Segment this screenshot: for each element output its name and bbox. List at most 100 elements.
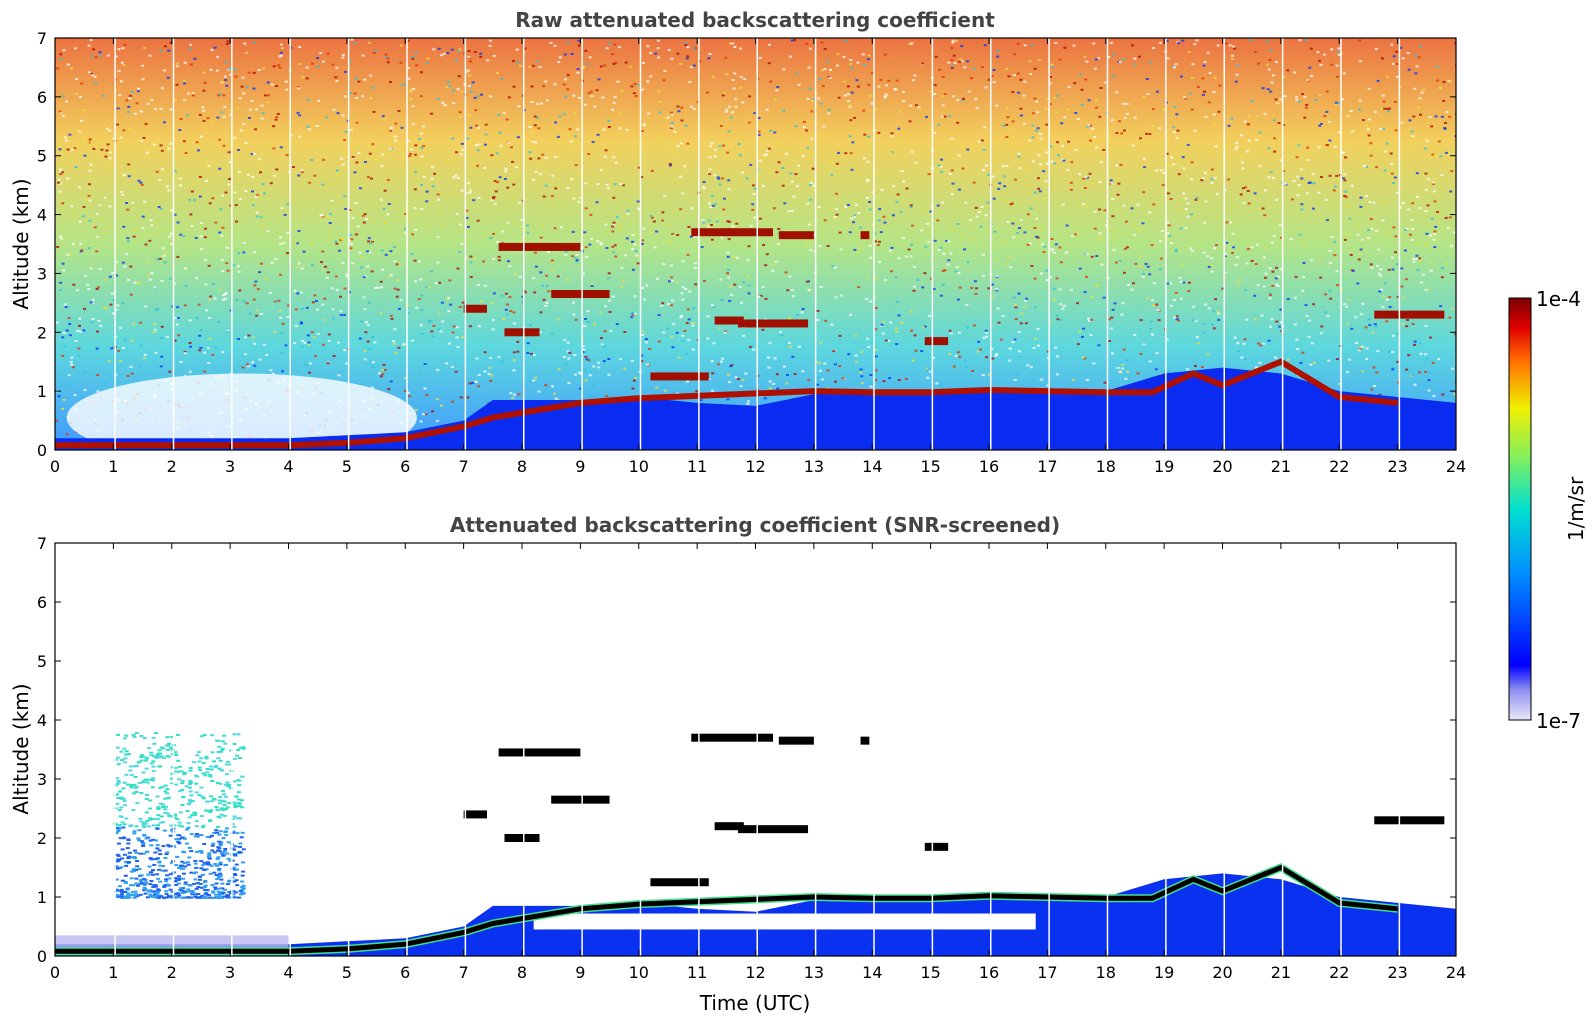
raw-noise-speck	[1345, 305, 1349, 308]
raw-noise-speck	[1023, 305, 1027, 308]
raw-noise-speck	[1341, 151, 1345, 154]
raw-noise-speck	[514, 272, 518, 275]
raw-noise-speck	[692, 235, 696, 238]
raw-noise-speck	[326, 362, 330, 365]
screened-plume-speck	[238, 817, 243, 820]
raw-noise-speck	[868, 208, 872, 211]
raw-noise-speck	[483, 351, 487, 354]
raw-noise-speck	[496, 181, 500, 184]
raw-noise-speck	[1142, 95, 1146, 98]
screened-plume-speck	[115, 860, 120, 863]
raw-noise-speck	[895, 79, 899, 82]
raw-noise-speck	[718, 327, 722, 330]
raw-noise-speck	[88, 138, 92, 141]
raw-noise-speck	[686, 55, 690, 58]
raw-noise-speck	[1173, 66, 1176, 69]
raw-noise-speck	[741, 379, 745, 382]
raw-noise-speck	[1416, 269, 1420, 271]
raw-noise-speck	[1424, 172, 1428, 175]
raw-noise-speck	[291, 166, 295, 168]
raw-noise-speck	[393, 260, 397, 263]
raw-noise-speck	[1446, 226, 1450, 229]
raw-noise-speck	[351, 216, 355, 219]
raw-noise-speck	[847, 204, 850, 206]
raw-noise-speck	[82, 329, 86, 332]
raw-noise-speck	[220, 258, 224, 261]
raw-noise-speck	[1194, 198, 1198, 201]
raw-noise-speck	[857, 212, 861, 214]
raw-noise-speck	[132, 323, 135, 326]
raw-noise-speck	[59, 57, 63, 60]
raw-noise-speck	[879, 231, 883, 234]
raw-noise-speck	[467, 114, 471, 117]
raw-noise-speck	[1316, 51, 1320, 53]
raw-noise-speck	[567, 357, 571, 360]
raw-noise-speck	[874, 174, 878, 177]
raw-noise-speck	[1382, 127, 1386, 130]
raw-noise-speck	[378, 372, 382, 375]
x-tick-label: 11	[687, 457, 707, 476]
raw-noise-speck	[650, 216, 654, 219]
screened-plume-speck	[123, 761, 128, 764]
raw-noise-speck	[383, 189, 387, 192]
raw-noise-speck	[459, 223, 463, 226]
raw-noise-speck	[1125, 359, 1129, 362]
raw-noise-speck	[1167, 224, 1171, 227]
raw-noise-speck	[734, 105, 738, 108]
raw-noise-speck	[782, 68, 786, 71]
raw-noise-speck	[1006, 199, 1009, 202]
screened-plume-speck	[163, 896, 168, 899]
raw-noise-speck	[985, 331, 989, 334]
screened-plume-speck	[199, 735, 204, 738]
screened-plume-speck	[148, 817, 153, 820]
raw-noise-speck	[700, 246, 704, 249]
raw-noise-speck	[176, 255, 180, 258]
raw-noise-speck	[371, 219, 375, 222]
raw-noise-speck	[1133, 334, 1137, 336]
raw-noise-speck	[791, 295, 795, 298]
raw-noise-speck	[1387, 268, 1391, 271]
screened-plume-speck	[189, 871, 194, 874]
raw-noise-speck	[957, 154, 961, 157]
raw-noise-speck	[91, 318, 95, 321]
raw-noise-speck	[1103, 381, 1107, 384]
raw-noise-speck	[262, 67, 266, 70]
raw-noise-speck	[81, 215, 85, 218]
raw-noise-speck	[964, 359, 967, 362]
raw-noise-speck	[1236, 283, 1240, 286]
raw-noise-speck	[564, 250, 568, 253]
raw-noise-speck	[517, 105, 521, 108]
raw-noise-speck	[1142, 272, 1145, 275]
raw-noise-speck	[136, 281, 140, 284]
raw-noise-speck	[746, 402, 750, 405]
screened-plume-speck	[134, 869, 139, 871]
raw-noise-speck	[863, 64, 867, 66]
raw-noise-speck	[1395, 50, 1399, 53]
raw-noise-speck	[999, 338, 1003, 341]
raw-noise-speck	[1264, 276, 1268, 279]
raw-noise-speck	[1408, 233, 1412, 236]
raw-noise-speck	[1424, 289, 1428, 291]
screened-plume-speck	[161, 865, 166, 867]
raw-noise-speck	[652, 220, 656, 223]
screened-plume-speck	[153, 851, 158, 854]
raw-noise-speck	[1400, 285, 1404, 288]
raw-noise-speck	[1386, 107, 1390, 110]
raw-noise-speck	[597, 366, 601, 369]
raw-noise-speck	[837, 96, 841, 99]
raw-noise-speck	[426, 57, 430, 60]
raw-noise-speck	[1141, 275, 1145, 278]
raw-noise-speck	[984, 86, 988, 89]
raw-noise-speck	[126, 279, 130, 281]
raw-noise-speck	[135, 102, 139, 105]
raw-noise-speck	[1388, 296, 1392, 299]
screened-plume-speck	[151, 765, 156, 768]
raw-noise-speck	[266, 101, 270, 104]
raw-noise-speck	[227, 183, 231, 186]
screened-plume-speck	[221, 789, 225, 792]
panel-screened: Attenuated backscattering coefficient (S…	[9, 513, 1466, 1015]
screened-plume-speck	[173, 770, 178, 773]
raw-noise-speck	[1054, 346, 1058, 349]
raw-noise-speck	[431, 410, 434, 413]
raw-noise-speck	[753, 216, 757, 219]
